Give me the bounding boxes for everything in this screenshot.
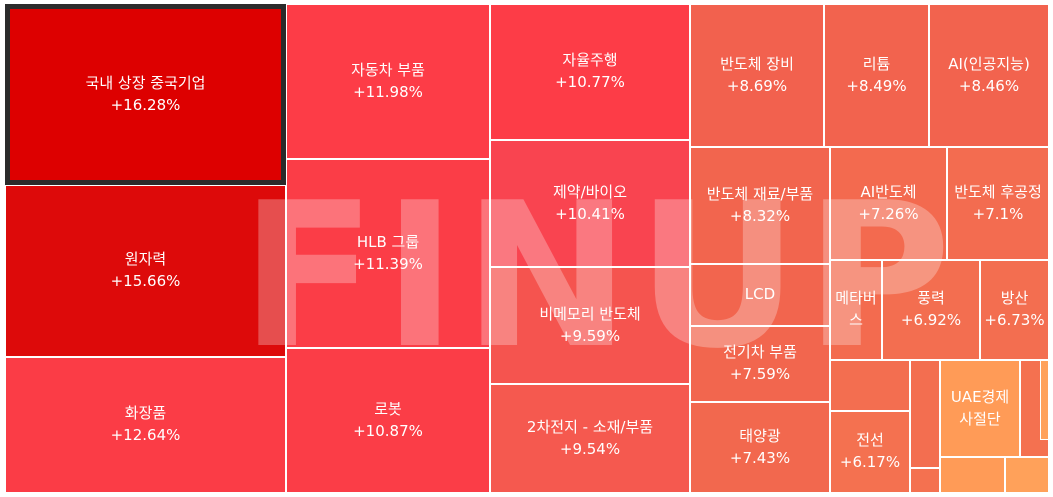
tile-value: +10.87% bbox=[353, 421, 423, 440]
tile-label: 화장품 bbox=[124, 404, 167, 423]
treemap-tile[interactable]: 메타버스 bbox=[830, 260, 882, 360]
tile-value: +16.28% bbox=[110, 95, 181, 114]
tile-value: +6.73% bbox=[984, 311, 1045, 329]
tile-label: 전기차 부품 bbox=[723, 343, 797, 362]
treemap-tile[interactable]: 반도체 후공정 +7.1% bbox=[947, 147, 1049, 260]
tile-label: 로봇 bbox=[374, 399, 402, 418]
treemap-tile[interactable]: 반도체 재료/부품 +8.32% bbox=[690, 147, 830, 264]
treemap-tile[interactable]: HLB 그룹 +11.39% bbox=[286, 159, 490, 348]
tile-value: +8.49% bbox=[846, 76, 907, 95]
tile-label: 제약/바이오 bbox=[552, 182, 628, 201]
tile-value: +10.77% bbox=[555, 73, 625, 91]
treemap-tile-small[interactable] bbox=[910, 468, 940, 493]
treemap-tile[interactable]: 방산 +6.73% bbox=[980, 260, 1049, 360]
tile-label: 반도체 후공정 bbox=[954, 182, 1042, 201]
tile-value: +8.69% bbox=[726, 76, 788, 95]
treemap-tile[interactable]: UAE경제사절단 bbox=[940, 360, 1020, 457]
tile-value: +9.59% bbox=[559, 326, 621, 345]
tile-label: 자동차 부품 bbox=[351, 60, 425, 79]
tile-label: 태양광 bbox=[739, 426, 781, 445]
tile-value: +8.32% bbox=[729, 206, 791, 225]
tile-label: 메타버스 bbox=[835, 289, 877, 329]
tile-label: AI(인공지능) bbox=[948, 54, 1030, 73]
treemap-tile[interactable]: 풍력 +6.92% bbox=[882, 260, 980, 360]
treemap-tile[interactable]: AI(인공지능) +8.46% bbox=[929, 4, 1049, 147]
treemap-tile-small[interactable] bbox=[830, 360, 910, 411]
treemap-tile[interactable]: 리튬 +8.49% bbox=[824, 4, 929, 147]
tile-value: +15.66% bbox=[110, 272, 181, 290]
tile-value: +7.59% bbox=[729, 365, 791, 383]
tile-label: HLB 그룹 bbox=[356, 232, 420, 251]
treemap-tile[interactable]: 화장품 +12.64% bbox=[5, 357, 286, 493]
tile-label: 국내 상장 중국기업 bbox=[85, 73, 206, 92]
treemap-tile[interactable]: LCD bbox=[690, 264, 830, 326]
tile-value: +9.54% bbox=[559, 439, 621, 458]
treemap-tile[interactable]: 전기차 부품 +7.59% bbox=[690, 326, 830, 402]
treemap-tile[interactable]: 태양광 +7.43% bbox=[690, 402, 830, 493]
tile-label: 2차전지 - 소재/부품 bbox=[526, 417, 654, 436]
tile-value: +6.92% bbox=[900, 311, 962, 329]
tile-label: LCD bbox=[744, 285, 776, 304]
treemap-tile[interactable]: 전선 +6.17% bbox=[830, 411, 910, 493]
tile-label: 전선 bbox=[856, 431, 884, 450]
tile-label: UAE경제사절단 bbox=[950, 387, 1010, 428]
treemap-tile-small[interactable] bbox=[910, 360, 940, 468]
tile-label: AI반도체 bbox=[860, 182, 917, 201]
treemap-tile[interactable]: 반도체 장비 +8.69% bbox=[690, 4, 824, 147]
tile-label: 반도체 재료/부품 bbox=[706, 184, 814, 203]
tile-label: 풍력 bbox=[917, 289, 945, 308]
treemap-tile-small[interactable] bbox=[1005, 457, 1049, 493]
tile-value: +11.39% bbox=[353, 254, 423, 273]
tile-label: 원자력 bbox=[124, 250, 167, 269]
tile-value: +7.1% bbox=[972, 204, 1024, 223]
tile-label: 리튬 bbox=[862, 54, 891, 73]
tile-label: 반도체 장비 bbox=[720, 54, 794, 73]
treemap-tile[interactable]: 자율주행 +10.77% bbox=[490, 4, 690, 140]
treemap-tile[interactable]: 국내 상장 중국기업 +16.28% bbox=[5, 4, 286, 185]
tile-label: 방산 bbox=[1000, 289, 1029, 308]
tile-label: 비메모리 반도체 bbox=[539, 304, 641, 323]
tile-value: +11.98% bbox=[353, 82, 423, 101]
tile-value: +8.46% bbox=[958, 76, 1020, 95]
treemap-tile-small[interactable] bbox=[1040, 360, 1049, 440]
treemap-tile[interactable]: 2차전지 - 소재/부품 +9.54% bbox=[490, 384, 690, 493]
treemap-tile[interactable]: 로봇 +10.87% bbox=[286, 348, 490, 493]
tile-value: +7.43% bbox=[729, 448, 791, 467]
tile-value: +6.17% bbox=[839, 453, 901, 471]
treemap-tile[interactable]: 비메모리 반도체 +9.59% bbox=[490, 267, 690, 384]
treemap-tile[interactable]: 자동차 부품 +11.98% bbox=[286, 4, 490, 159]
tile-value: +7.26% bbox=[858, 204, 919, 223]
treemap-tile-small[interactable] bbox=[940, 457, 1005, 493]
tile-value: +12.64% bbox=[110, 426, 181, 444]
tile-value: +10.41% bbox=[555, 204, 625, 223]
treemap-tile[interactable]: AI반도체 +7.26% bbox=[830, 147, 947, 260]
tile-label: 자율주행 bbox=[562, 51, 618, 70]
treemap-tile[interactable]: 원자력 +15.66% bbox=[5, 185, 286, 357]
treemap-tile[interactable]: 제약/바이오 +10.41% bbox=[490, 140, 690, 267]
